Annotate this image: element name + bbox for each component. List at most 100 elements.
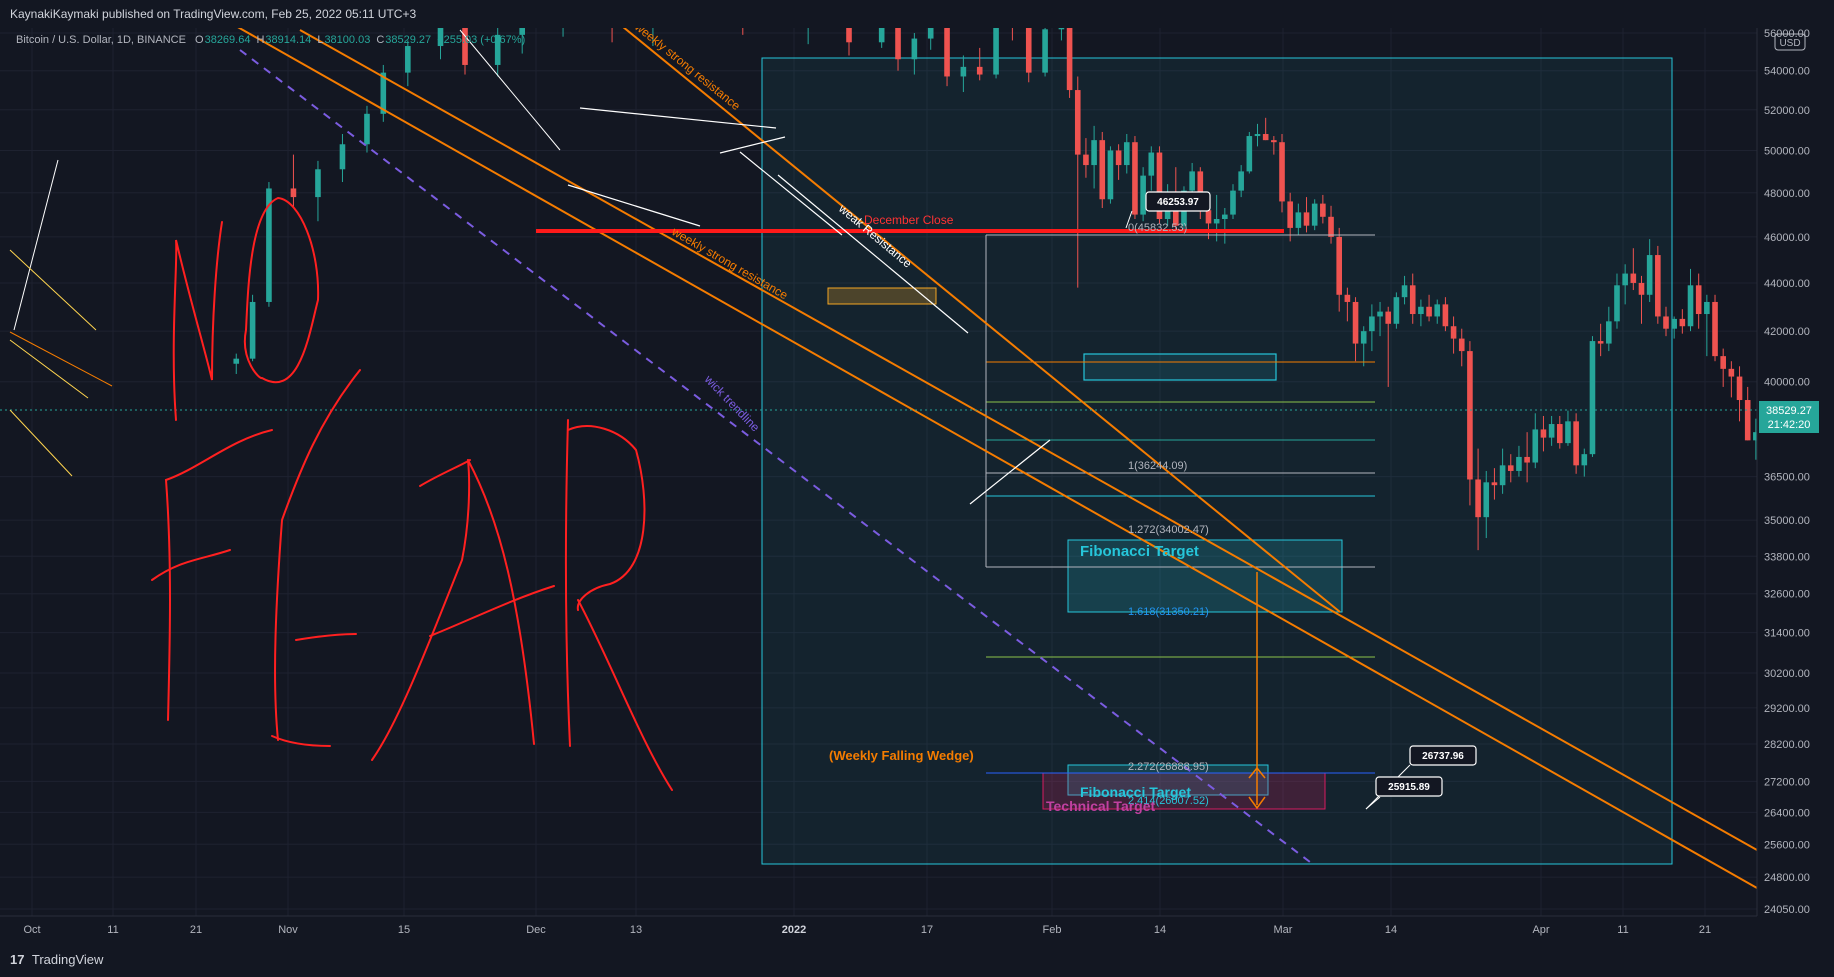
candle-body[interactable] <box>437 22 444 47</box>
candle-body[interactable] <box>960 66 967 77</box>
candle-body[interactable] <box>944 24 950 77</box>
candle-body[interactable] <box>405 46 411 73</box>
candle-body[interactable] <box>1336 236 1342 295</box>
candle-body[interactable] <box>1597 341 1604 344</box>
candle-body[interactable] <box>1426 306 1432 317</box>
candle-body[interactable] <box>1499 465 1506 486</box>
candle-body[interactable] <box>1377 311 1383 317</box>
candle-body[interactable] <box>1279 142 1285 202</box>
candle-body[interactable] <box>339 144 346 170</box>
candle-body[interactable] <box>1467 351 1473 480</box>
candle-body[interactable] <box>1385 311 1392 324</box>
candle-body[interactable] <box>494 34 501 65</box>
candle-body[interactable] <box>1507 465 1514 471</box>
candle-body[interactable] <box>1091 140 1097 166</box>
candle-body[interactable] <box>1254 134 1261 137</box>
candle-body[interactable] <box>1148 152 1155 176</box>
candle-body[interactable] <box>1042 29 1048 73</box>
candle-body[interactable] <box>1540 429 1547 438</box>
candle-body[interactable] <box>1556 424 1563 444</box>
technical-target-zone[interactable] <box>1042 772 1326 810</box>
candle-body[interactable] <box>1744 400 1751 441</box>
candle-body[interactable] <box>1614 285 1620 322</box>
candle-body[interactable] <box>911 38 918 60</box>
currency-badge[interactable] <box>1774 33 1806 51</box>
candle-body[interactable] <box>1442 304 1449 327</box>
footer-branding[interactable]: 17 TradingView <box>10 952 103 967</box>
candle-body[interactable] <box>1025 27 1032 73</box>
callout-box-2[interactable] <box>1409 745 1477 766</box>
candle-body[interactable] <box>1401 285 1408 298</box>
candle-body[interactable] <box>1083 154 1089 166</box>
candle-body[interactable] <box>315 169 321 198</box>
candle-body[interactable] <box>1123 142 1130 166</box>
candle-body[interactable] <box>1344 294 1351 302</box>
candle-body[interactable] <box>1475 479 1481 518</box>
candle-body[interactable] <box>846 20 852 43</box>
candle-body[interactable] <box>1303 212 1310 226</box>
cyan-supply-box[interactable] <box>1083 353 1277 381</box>
candle-body[interactable] <box>1753 432 1759 441</box>
candle-body[interactable] <box>1524 456 1530 463</box>
candle-body[interactable] <box>1548 424 1555 438</box>
candle-body[interactable] <box>1712 301 1718 357</box>
candle-body[interactable] <box>1638 282 1645 295</box>
candle-body[interactable] <box>1360 331 1367 344</box>
candle-body[interactable] <box>1222 214 1228 220</box>
candle-body[interactable] <box>1589 341 1596 455</box>
weekly-strong-resistance-lower[interactable] <box>190 0 1757 889</box>
candle-body[interactable] <box>266 188 272 302</box>
candle-body[interactable] <box>1565 421 1571 444</box>
candle-body[interactable] <box>1369 316 1375 332</box>
candle-body[interactable] <box>1328 216 1334 237</box>
candle-body[interactable] <box>1311 203 1318 226</box>
candle-body[interactable] <box>1393 297 1400 324</box>
candle-body[interactable] <box>1213 219 1220 224</box>
candle-body[interactable] <box>1074 90 1081 155</box>
candle-body[interactable] <box>1720 356 1726 369</box>
candle-body[interactable] <box>1622 273 1628 286</box>
candle-body[interactable] <box>1205 210 1212 224</box>
candle-body[interactable] <box>1450 326 1457 339</box>
channel-line-c[interactable] <box>567 184 701 227</box>
top-channel-line[interactable] <box>459 29 561 151</box>
candle-body[interactable] <box>1458 338 1465 352</box>
candle-body[interactable] <box>1434 304 1441 317</box>
candle-body[interactable] <box>1099 140 1106 200</box>
symbol-legend[interactable]: Bitcoin / U.S. Dollar, 1D, BINANCE O3826… <box>16 34 531 46</box>
candle-body[interactable] <box>1630 273 1637 283</box>
support-line[interactable] <box>969 439 1051 505</box>
candle-body[interactable] <box>1271 140 1277 143</box>
candle-body[interactable] <box>233 358 240 364</box>
candle-body[interactable] <box>1679 318 1686 327</box>
candle-body[interactable] <box>1646 255 1653 295</box>
candle-body[interactable] <box>364 113 370 145</box>
candle-body[interactable] <box>1238 171 1244 191</box>
candle-body[interactable] <box>993 20 999 75</box>
candle-body[interactable] <box>976 66 983 75</box>
candle-body[interactable] <box>1663 316 1669 329</box>
candle-body[interactable] <box>927 24 934 39</box>
symbol-title[interactable]: Bitcoin / U.S. Dollar, 1D, BINANCE <box>16 34 186 46</box>
candle-body[interactable] <box>462 22 468 65</box>
rally-line[interactable] <box>13 159 59 331</box>
callout-box-1[interactable] <box>1145 191 1211 212</box>
candle-body[interactable] <box>1107 150 1114 200</box>
candle-body[interactable] <box>290 188 297 198</box>
channel-line-d[interactable] <box>719 136 786 154</box>
candle-body[interactable] <box>1704 301 1710 315</box>
candle-body[interactable] <box>1671 318 1677 329</box>
candle-body[interactable] <box>1132 142 1138 215</box>
candle-body[interactable] <box>1246 136 1253 172</box>
candle-body[interactable] <box>1409 285 1416 315</box>
callout-box-3[interactable] <box>1375 776 1443 797</box>
weak-resistance-line[interactable] <box>777 174 969 334</box>
channel-line-a[interactable] <box>739 151 843 236</box>
candle-body[interactable] <box>1516 456 1522 471</box>
candle-body[interactable] <box>1066 18 1073 91</box>
candle-body[interactable] <box>1115 150 1122 166</box>
candle-body[interactable] <box>1728 368 1735 377</box>
candle-body[interactable] <box>519 26 525 35</box>
candle-body[interactable] <box>1687 285 1694 327</box>
